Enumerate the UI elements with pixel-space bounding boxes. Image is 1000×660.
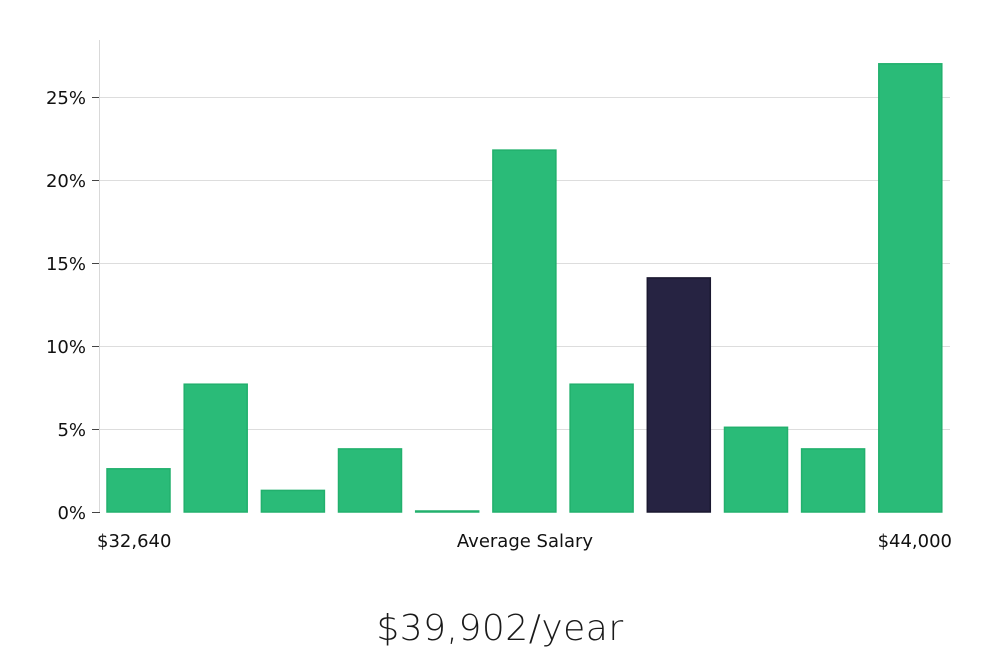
y-tick-label: 0% <box>57 503 86 524</box>
bar <box>106 468 171 513</box>
highlighted-bar <box>646 277 712 513</box>
y-tick-label: 20% <box>46 171 86 192</box>
bar <box>569 383 634 513</box>
salary-histogram: 0%5%10%15%20%25% $32,640 Average Salary … <box>46 40 952 552</box>
x-center-label: Average Salary <box>457 531 594 552</box>
y-tick-label: 15% <box>46 254 86 275</box>
average-salary-value: $39,902/year <box>376 608 624 649</box>
y-tick-label: 10% <box>46 337 86 358</box>
y-axis-ticks: 0% 5% 10% 15% 20% 25% <box>46 88 100 524</box>
bars <box>106 63 943 513</box>
bar <box>878 63 943 513</box>
x-max-label: $44,000 <box>878 531 952 552</box>
y-tick-label: 25% <box>46 88 86 109</box>
bar <box>800 448 866 513</box>
y-tick-label: 5% <box>57 420 86 441</box>
bar <box>260 489 326 513</box>
x-min-label: $32,640 <box>97 531 171 552</box>
bar <box>414 510 480 513</box>
bar <box>723 426 789 513</box>
bar <box>337 448 403 513</box>
bar <box>492 149 557 513</box>
bar <box>183 383 248 513</box>
